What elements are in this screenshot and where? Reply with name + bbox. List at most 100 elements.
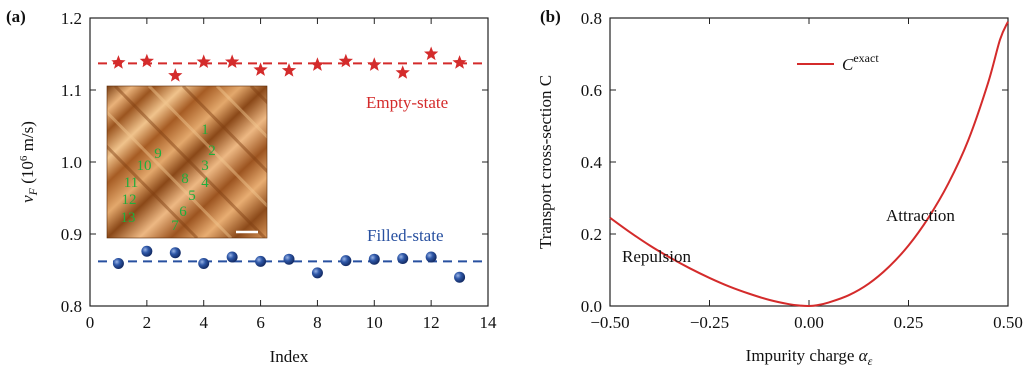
inset-terrace-line (181, 86, 267, 174)
data-point-empty-state (338, 53, 353, 68)
y-label-v: v (18, 195, 37, 203)
panel-b-ticks (609, 17, 1009, 307)
data-point-filled-state (340, 255, 352, 267)
data-point-empty-state (281, 63, 297, 77)
data-point-empty-state (225, 54, 240, 68)
inset-terrace-line (107, 110, 233, 238)
data-point-empty-state (196, 54, 211, 68)
x-tick-label: 2 (143, 313, 152, 332)
inset-terrace-stripes (107, 86, 267, 238)
annotation-repulsion: Repulsion (622, 247, 691, 266)
annotation-attraction: Attraction (886, 206, 955, 225)
panel-b-label: (b) (540, 7, 561, 26)
x-label-alpha: α (859, 346, 869, 365)
inset-site-label: 7 (171, 218, 179, 234)
inset-site-label: 6 (179, 204, 187, 220)
data-point-filled-state (311, 267, 323, 279)
inset-terrace-line (215, 86, 267, 139)
panel-b: (b) 0.0 0.2 0.4 0.6 0.8 −0.50 −0.25 0.00 0.25 0.… (536, 7, 1023, 368)
inset-site-label: 13 (121, 210, 136, 226)
x-tick-label: 0 (86, 313, 95, 332)
x-label-sub-epsilon: ε (868, 354, 873, 368)
panel-a-series (98, 46, 486, 283)
data-point-empty-state (168, 68, 183, 82)
y-tick-label: 1.1 (61, 81, 82, 100)
data-point-filled-state (198, 258, 210, 270)
x-label-main: Impurity charge (746, 346, 859, 365)
data-point-empty-state (111, 55, 126, 69)
legend-empty-state: Empty-state (366, 93, 448, 112)
inset-site-label: 10 (137, 158, 152, 174)
legend-superscript: exact (853, 51, 879, 65)
data-point-filled-state (226, 251, 238, 263)
x-tick-label: 14 (480, 313, 498, 332)
panel-a-label: (a) (6, 7, 26, 26)
data-point-empty-state (367, 57, 382, 71)
data-point-filled-state (141, 245, 153, 257)
y-label-unit-prefix: (10 (18, 161, 37, 188)
data-point-filled-state (397, 252, 409, 264)
y-label-sub-f: F (26, 187, 40, 196)
legend-filled-state: Filled-state (367, 226, 443, 245)
panel-a-y-axis-label: vF (106 m/s) (18, 121, 40, 203)
x-tick-label: 0.00 (794, 313, 824, 332)
x-tick-label: 8 (313, 313, 322, 332)
data-point-filled-state (169, 247, 181, 259)
panel-b-x-axis-label: Impurity charge αε (746, 346, 873, 368)
inset-site-label: 8 (181, 171, 189, 187)
legend-label-c-exact: Cexact (842, 51, 879, 74)
data-point-filled-state (112, 258, 124, 270)
inset-site-label: 11 (124, 175, 138, 191)
y-label-unit-suffix: m/s) (18, 121, 37, 155)
panel-a: (a) 0.80.91.01.11.2 0 2 4 6 8 10 12 14 Index vF… (6, 7, 497, 366)
inset-site-label: 1 (201, 122, 209, 138)
data-point-empty-state (310, 57, 325, 71)
x-tick-label: −0.50 (590, 313, 629, 332)
x-tick-label: 12 (423, 313, 440, 332)
data-point-empty-state (395, 65, 410, 79)
x-tick-label: 10 (366, 313, 383, 332)
inset-terrace-line (113, 86, 267, 238)
inset-terrace-line (107, 144, 199, 238)
y-tick-label: 0.8 (581, 9, 602, 28)
data-point-filled-state (368, 253, 380, 265)
data-point-filled-state (454, 271, 466, 283)
y-tick-label: 0.2 (581, 225, 602, 244)
inset-site-label: 5 (188, 188, 196, 204)
panel-b-y-tick-labels: 0.0 0.2 0.4 0.6 0.8 (581, 9, 603, 316)
panel-a-x-axis-label: Index (270, 347, 309, 366)
y-tick-label: 0.6 (581, 81, 602, 100)
inset-site-label: 2 (208, 143, 216, 159)
legend-symbol: C (842, 55, 854, 74)
inset-site-label: 4 (201, 175, 209, 191)
y-tick-label: 1.0 (61, 153, 82, 172)
data-point-empty-state (424, 46, 439, 61)
panel-a-ticks (89, 17, 489, 307)
panel-b-x-tick-labels: −0.50 −0.25 0.00 0.25 0.50 (590, 313, 1023, 332)
inset-site-label: 12 (122, 192, 137, 208)
x-tick-label: 4 (199, 313, 208, 332)
x-tick-label: 0.25 (894, 313, 924, 332)
y-tick-label: 0.0 (581, 297, 602, 316)
x-tick-label: 6 (256, 313, 265, 332)
panel-b-y-axis-label: Transport cross-section C (536, 75, 555, 249)
inset-site-label: 9 (154, 146, 162, 162)
data-point-filled-state (283, 253, 295, 265)
series-line-c-exact (609, 21, 1009, 308)
panel-a-y-tick-labels: 0.8 0.9 1.0 1.1 1.2 (61, 9, 82, 316)
y-tick-label: 0.8 (61, 297, 82, 316)
data-point-empty-state (139, 53, 154, 68)
panel-b-legend: Cexact (797, 51, 879, 74)
y-tick-label: 0.4 (581, 153, 603, 172)
x-tick-label: −0.25 (690, 313, 729, 332)
y-tick-label: 0.9 (61, 225, 82, 244)
inset-terrace-line (147, 86, 267, 208)
data-point-empty-state (253, 62, 268, 76)
data-point-filled-state (425, 251, 437, 263)
data-point-filled-state (255, 255, 267, 267)
panel-a-x-tick-labels: 0 2 4 6 8 10 12 14 (86, 313, 497, 332)
data-point-empty-state (452, 55, 467, 69)
